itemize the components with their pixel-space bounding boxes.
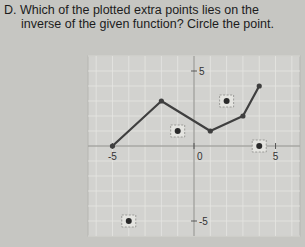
question-text: D. Which of the plotted extra points lie…	[4, 3, 296, 31]
data-group	[110, 83, 266, 227]
function-vertex	[110, 143, 115, 148]
point-box	[171, 125, 185, 137]
function-vertex	[159, 98, 164, 103]
x-tick-label: 5	[273, 151, 279, 162]
y-axis	[194, 56, 195, 236]
extra-point	[126, 218, 132, 224]
graph-paper-line	[275, 56, 276, 236]
plot-frame	[88, 56, 300, 236]
chart: -5 0 5 -5 5	[0, 0, 305, 247]
extra-point	[175, 128, 181, 134]
graph-paper-line	[194, 56, 195, 236]
y-tick-label: -5	[199, 216, 208, 227]
y-tick	[191, 71, 197, 72]
point-box	[220, 95, 234, 107]
y-tick-label: 5	[199, 66, 205, 77]
function-line	[112, 86, 259, 146]
point-box	[122, 215, 136, 227]
x-tick	[194, 143, 195, 149]
extra-point	[224, 98, 230, 104]
function-vertex	[257, 83, 262, 88]
graph-paper-line	[88, 71, 300, 72]
x-tick-label: -5	[108, 151, 117, 162]
extra-point	[256, 143, 262, 149]
y-tick	[191, 221, 197, 222]
graph-paper-line	[88, 221, 300, 222]
point-box	[252, 140, 266, 152]
x-tick-label: 0	[197, 151, 203, 162]
function-vertex	[240, 113, 245, 118]
x-tick	[275, 143, 276, 149]
function-vertex	[208, 128, 213, 133]
